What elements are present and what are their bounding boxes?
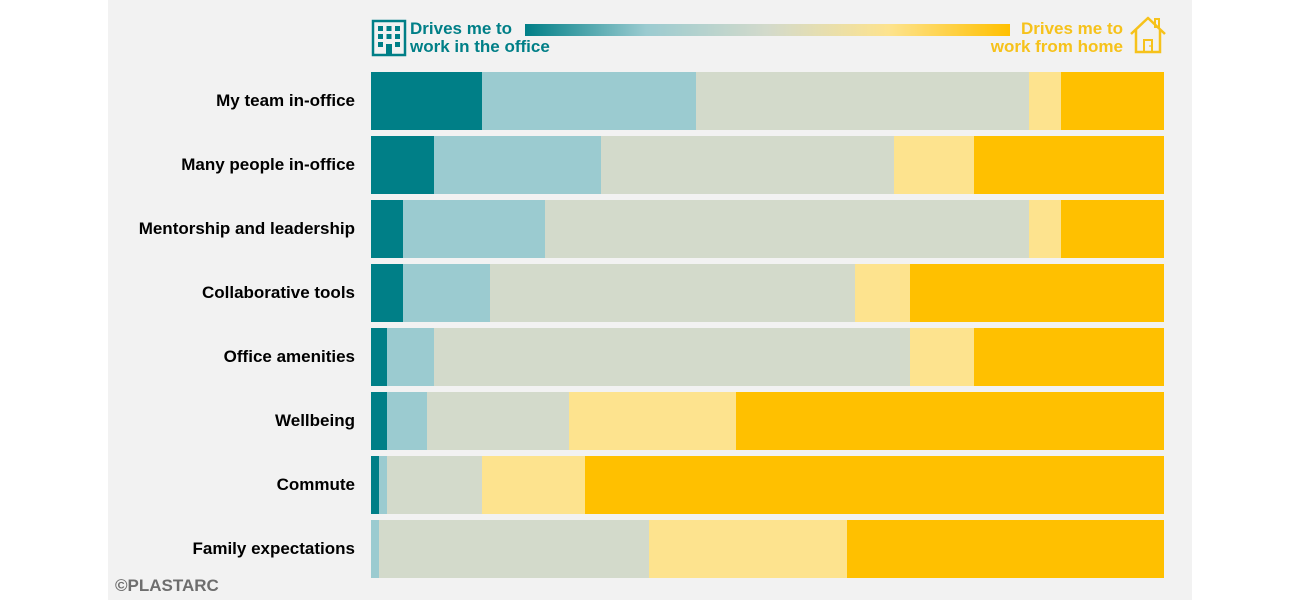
bar-segment xyxy=(545,200,1030,258)
bar-segment xyxy=(973,328,1164,386)
legend-gradient-bar xyxy=(525,24,1010,36)
bar-segment xyxy=(973,136,1164,194)
bar-segment xyxy=(910,328,974,386)
bar-segment xyxy=(371,136,435,194)
bar-segment xyxy=(371,456,379,514)
bar-segment xyxy=(426,392,570,450)
bar-row xyxy=(371,72,1164,130)
bar-segment xyxy=(696,72,1030,130)
bar-row xyxy=(371,264,1164,322)
bar-segment xyxy=(434,136,601,194)
legend-right-label: Drives me to work from home xyxy=(990,19,1123,56)
bar-segment xyxy=(386,456,482,514)
bar-row xyxy=(371,456,1164,514)
bar-segment xyxy=(482,72,697,130)
bar-segment xyxy=(434,328,911,386)
bar-segment xyxy=(585,456,1164,514)
bar-segment xyxy=(386,328,435,386)
bar-segment xyxy=(1060,200,1164,258)
bar-segment xyxy=(371,520,379,578)
office-building-icon xyxy=(371,19,407,57)
category-label: My team in-office xyxy=(216,91,355,110)
bar-segment xyxy=(402,200,546,258)
bar-segment xyxy=(371,392,387,450)
legend-left-label: Drives me to work in the office xyxy=(410,19,550,56)
category-label: Office amenities xyxy=(223,347,355,366)
category-label: Wellbeing xyxy=(275,411,355,430)
bar-row xyxy=(371,392,1164,450)
bar-segment xyxy=(371,72,483,130)
bar-segment xyxy=(735,392,1164,450)
bar-segment xyxy=(482,456,586,514)
bar-segment xyxy=(371,200,403,258)
category-label: Collaborative tools xyxy=(201,283,355,302)
bar-segment xyxy=(1060,72,1164,130)
bar-row xyxy=(371,520,1164,578)
bar-segment xyxy=(600,136,895,194)
bar-segment xyxy=(648,520,847,578)
bar-segment xyxy=(378,456,387,514)
copyright-text: ©PLASTARC xyxy=(115,576,219,595)
category-label: Mentorship and leadership xyxy=(138,219,355,238)
bar-row xyxy=(371,200,1164,258)
category-label: Commute xyxy=(276,475,355,494)
bar-segment xyxy=(402,264,490,322)
category-label: Many people in-office xyxy=(181,155,355,174)
bar-segment xyxy=(371,328,387,386)
bar-segment xyxy=(910,264,1164,322)
bar-segment xyxy=(386,392,427,450)
bar-segment xyxy=(854,264,911,322)
bar-segment xyxy=(378,520,649,578)
bar-segment xyxy=(569,392,736,450)
bar-segment xyxy=(1029,200,1061,258)
bar-row xyxy=(371,328,1164,386)
bar-segment xyxy=(489,264,855,322)
bar-segment xyxy=(371,264,403,322)
bar-row xyxy=(371,136,1164,194)
bar-segment xyxy=(846,520,1164,578)
category-label: Family expectations xyxy=(192,539,355,558)
bar-segment xyxy=(1029,72,1061,130)
house-icon xyxy=(1130,16,1166,54)
bar-segment xyxy=(894,136,974,194)
